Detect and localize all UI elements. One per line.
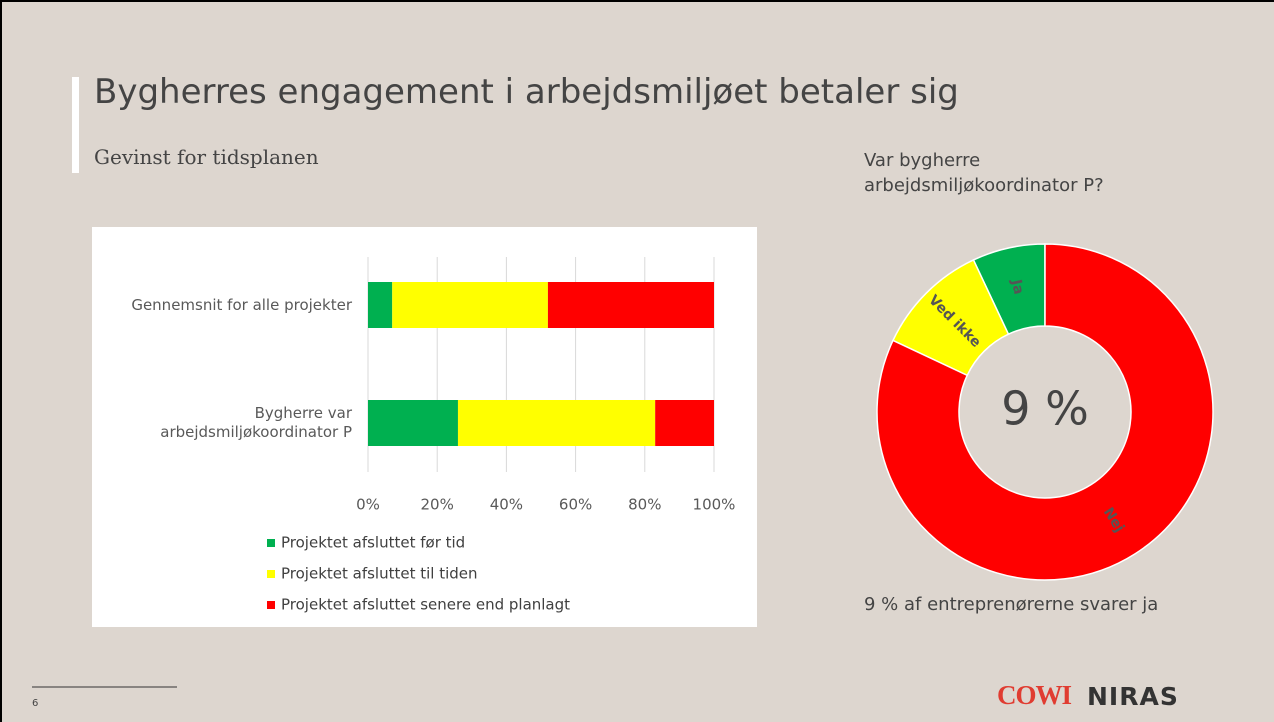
legend-label: Projektet afsluttet før tid (281, 534, 465, 552)
slide-title: Bygherres engagement i arbejdsmiljøet be… (94, 72, 959, 112)
logo: NIRAS (1087, 682, 1179, 711)
legend-label: Projektet afsluttet til tiden (281, 565, 478, 583)
accent-bar (72, 77, 79, 173)
y-tick-label: Gennemsnit for alle projekter (131, 295, 352, 314)
bar-segment (392, 282, 548, 328)
bar-segment (457, 400, 656, 446)
x-tick-label: 40% (490, 496, 523, 514)
bar-segment (368, 400, 458, 446)
x-tick-label: 80% (628, 496, 661, 514)
bar-segment (368, 282, 393, 328)
legend-swatch (267, 570, 275, 578)
donut-title: Var bygherre arbejdsmiljøkoordinator P? (864, 150, 1104, 196)
segment-label: Ja (1007, 277, 1026, 296)
x-tick-label: 20% (421, 496, 454, 514)
slide-subtitle: Gevinst for tidsplanen (94, 145, 319, 169)
logo: COWI (997, 680, 1072, 710)
legend-swatch (267, 601, 275, 609)
bar-segment (655, 400, 714, 446)
legend-label: Projektet afsluttet senere end planlagt (281, 596, 570, 614)
donut-footnote: 9 % af entreprenørerne svarer ja (864, 594, 1159, 615)
legend-swatch (267, 539, 275, 547)
donut-segment (876, 243, 1214, 581)
x-tick-label: 60% (559, 496, 592, 514)
y-tick-label: Bygherre var arbejdsmiljøkoordinator P (160, 404, 352, 441)
bar-segment (547, 282, 714, 328)
center-label: 9 % (1001, 382, 1089, 436)
x-tick-label: 0% (356, 496, 380, 514)
page-number: 6 (32, 698, 39, 709)
x-tick-label: 100% (693, 496, 736, 514)
